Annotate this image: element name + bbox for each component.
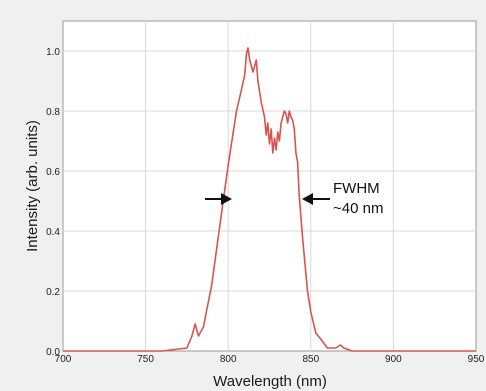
fwhm-value: ~40 nm xyxy=(333,200,383,217)
y-tick-label: 0.6 xyxy=(46,167,60,178)
fwhm-left-arrow xyxy=(205,193,232,205)
y-tick-labels: 0.0 0.2 0.4 0.6 0.8 1.0 xyxy=(46,47,60,358)
x-tick-label: 750 xyxy=(137,354,154,365)
y-axis-title: Intensity (arb. units) xyxy=(24,120,41,252)
fwhm-label: FWHM xyxy=(333,180,380,197)
x-tick-label: 850 xyxy=(302,354,319,365)
y-tick-label: 0.2 xyxy=(46,287,60,298)
x-tick-label: 800 xyxy=(220,354,237,365)
fwhm-right-arrow xyxy=(302,193,330,205)
y-gridlines xyxy=(63,50,476,292)
x-tick-labels: 700 750 800 850 900 950 xyxy=(55,354,485,365)
x-tick-label: 900 xyxy=(385,354,402,365)
y-tick-label: 1.0 xyxy=(46,47,60,58)
x-tick-label: 950 xyxy=(468,354,485,365)
x-axis-title: Wavelength (nm) xyxy=(213,373,327,390)
y-tick-label: 0.8 xyxy=(46,107,60,118)
x-tick-label: 700 xyxy=(55,354,72,365)
y-tick-label: 0.0 xyxy=(46,347,60,358)
y-tick-label: 0.4 xyxy=(46,227,60,238)
x-gridlines xyxy=(145,21,394,351)
spectrum-line xyxy=(63,47,476,352)
plot-area xyxy=(62,20,477,352)
